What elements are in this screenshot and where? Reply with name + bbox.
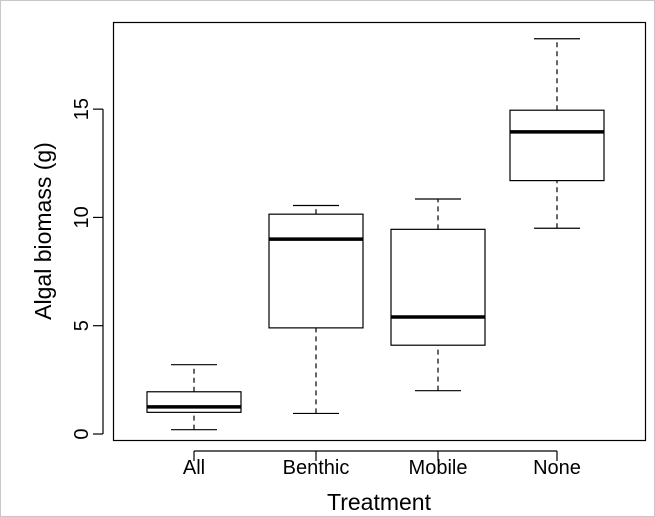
box-iqr	[146, 391, 242, 413]
box-none	[509, 38, 605, 229]
y-tick-label: 15	[71, 98, 93, 120]
y-tick-label: 10	[71, 206, 93, 228]
x-axis: All Benthic Mobile None	[183, 450, 581, 479]
box-plot-series	[146, 38, 605, 431]
x-tick-label: None	[533, 457, 581, 479]
x-tick-label: Mobile	[409, 457, 468, 479]
box-iqr	[390, 228, 486, 346]
box-iqr	[268, 213, 364, 329]
box-iqr	[509, 109, 605, 182]
y-axis: 0 5 10 15	[71, 98, 104, 440]
x-tick-label: All	[183, 457, 205, 479]
x-axis-label: Treatment	[327, 489, 432, 515]
y-axis-label: Algal biomass (g)	[30, 142, 56, 320]
y-tick-label: 5	[71, 320, 93, 331]
box-mobile	[390, 198, 486, 392]
y-tick-label: 0	[71, 428, 93, 439]
box-all	[146, 364, 242, 431]
plot-frame	[112, 21, 647, 442]
box-benthic	[268, 204, 364, 415]
x-tick-label: Benthic	[283, 457, 350, 479]
